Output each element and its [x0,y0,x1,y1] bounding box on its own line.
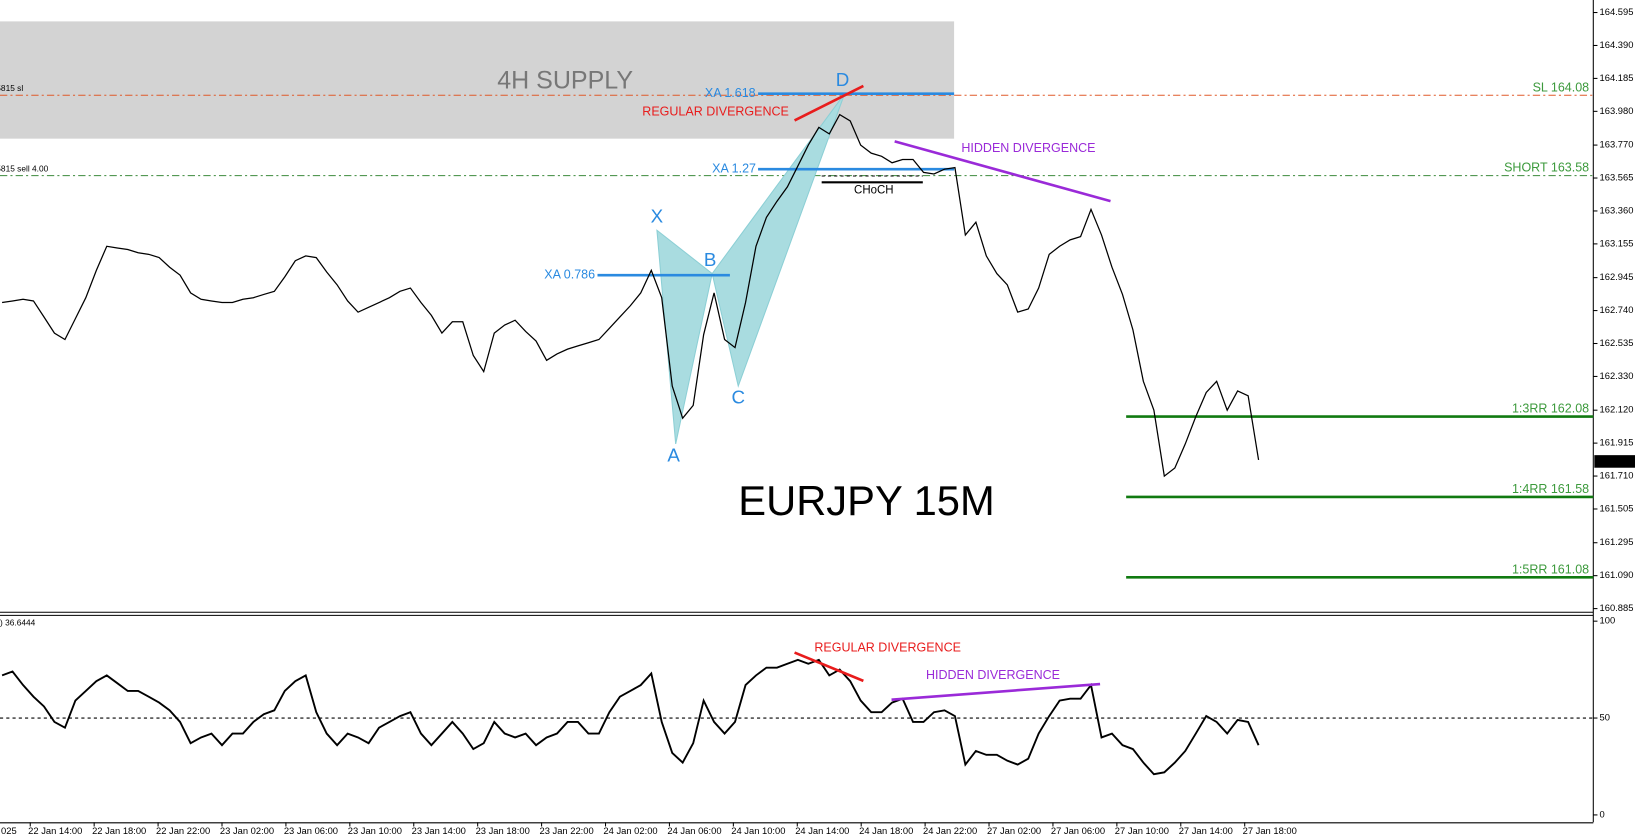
y-tick-label: 163.565 [1600,171,1634,182]
pattern-bcd [711,93,846,388]
x-tick-label: 24 Jan 14:00 [795,825,849,836]
x-tick-label: 22 Jan 14:00 [28,825,82,836]
indicator-header: ) 36.6444 [0,617,36,627]
indicator-hidden-divergence [891,682,1101,702]
indicator-hidden-label: HIDDEN DIVERGENCE [926,668,1060,682]
x-tick-label: 24 Jan 18:00 [859,825,913,836]
y-tick-label: 163.980 [1600,105,1634,116]
y-tick-label: 162.535 [1600,337,1634,348]
pattern-point-label: C [731,387,745,408]
y-tick-label: 161.505 [1600,502,1634,513]
y-tick-label: 160.885 [1600,602,1634,613]
pattern-point-label: X [651,206,664,227]
x-tick-label: 23 Jan 02:00 [220,825,274,836]
price-line [1,113,1260,478]
fib-label: XA 0.786 [544,268,595,282]
x-tick-label: 22 Jan 22:00 [156,825,210,836]
level-label: 1:4RR 161.58 [1512,482,1589,496]
indicator-tick-label: 100 [1600,615,1616,626]
y-tick-label: 164.595 [1600,6,1634,17]
x-tick-label: 23 Jan 22:00 [540,825,594,836]
y-tick-label: 162.330 [1600,370,1634,381]
order-label: 25815 sl [0,83,23,93]
x-tick-label: 27 Jan 18:00 [1243,825,1297,836]
pattern-point-label: B [704,249,717,270]
y-tick-label: 161.915 [1600,437,1634,448]
y-tick-label: 162.945 [1600,271,1634,282]
zone-label: 4H SUPPLY [497,67,633,95]
x-tick-label: 23 Jan 14:00 [412,825,466,836]
regular-divergence-label: REGULAR DIVERGENCE [642,104,789,118]
y-tick-label: 163.360 [1600,204,1634,215]
x-tick-label: 23 Jan 18:00 [476,825,530,836]
x-tick-label: 24 Jan 02:00 [603,825,657,836]
last-price-label: 161.801 [1597,455,1631,466]
regular-divergence-line [793,84,864,122]
x-tick-label: 27 Jan 10:00 [1115,825,1169,836]
indicator-tick-label: 0 [1600,808,1605,819]
indicator-regular-divergence [794,651,864,683]
y-tick-label: 161.090 [1600,569,1634,580]
indicator-line [1,658,1260,776]
level-label: SHORT 163.58 [1504,161,1589,175]
x-tick-label: 23 Jan 10:00 [348,825,402,836]
hidden-divergence-line [894,140,1111,203]
hidden-divergence-label: HIDDEN DIVERGENCE [961,141,1095,155]
y-tick-label: 161.710 [1600,470,1634,481]
last-price-tag [1594,455,1635,468]
pattern-point-label: D [836,69,850,90]
y-tick-label: 161.295 [1600,536,1634,547]
level-label: 1:5RR 161.08 [1512,562,1589,576]
x-tick-label: 025 [1,825,17,836]
fib-label: XA 1.27 [712,161,756,175]
pattern-point-label: A [667,444,680,465]
x-tick-label: 23 Jan 06:00 [284,825,338,836]
x-tick-label: 24 Jan 22:00 [923,825,977,836]
x-tick-label: 27 Jan 06:00 [1051,825,1105,836]
x-tick-label: 27 Jan 14:00 [1179,825,1233,836]
level-label: SL 164.08 [1533,80,1590,94]
indicator-regular-label: REGULAR DIVERGENCE [814,641,961,655]
x-tick-label: 27 Jan 02:00 [987,825,1041,836]
x-tick-label: 22 Jan 18:00 [92,825,146,836]
y-tick-label: 162.120 [1600,404,1634,415]
y-tick-label: 163.770 [1600,139,1634,150]
x-tick-label: 24 Jan 06:00 [667,825,721,836]
fib-label: XA 1.618 [705,86,756,100]
chart-title: EURJPY 15M [738,477,994,524]
y-tick-label: 164.390 [1600,39,1634,50]
supply-zone [0,21,955,139]
y-tick-label: 164.185 [1600,72,1634,83]
order-label: 25815 sell 4.00 [0,164,49,174]
level-label: 1:3RR 162.08 [1512,402,1589,416]
choch-label: CHoCH [854,185,893,197]
y-tick-label: 162.740 [1600,304,1634,315]
x-tick-label: 24 Jan 10:00 [731,825,785,836]
y-tick-label: 163.155 [1600,237,1634,248]
indicator-tick-label: 50 [1600,712,1610,723]
